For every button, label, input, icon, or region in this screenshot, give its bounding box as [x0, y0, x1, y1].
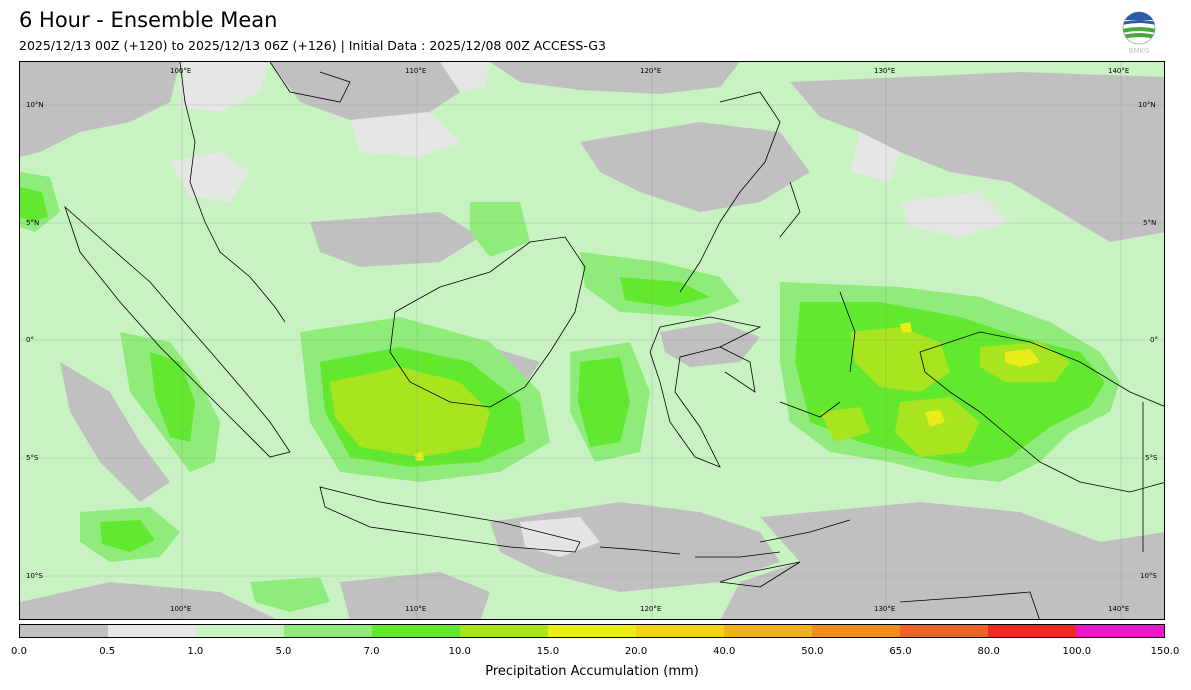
lon-label-140e-bottom: 140°E [1108, 605, 1130, 613]
lon-label-100e-bottom: 100°E [170, 605, 192, 613]
colorbar-segment [108, 625, 196, 637]
colorbar-tick-label: 10.0 [448, 646, 471, 657]
colorbar-segment [636, 625, 724, 637]
lat-label-5n-right: 5°N [1143, 219, 1157, 227]
colorbar-label: Precipitation Accumulation (mm) [485, 664, 699, 679]
colorbar-segment [460, 625, 548, 637]
colorbar-tick-label: 7.0 [363, 646, 380, 657]
precip-10-15-areas [330, 327, 1070, 457]
lat-label-10n-left: 10°N [26, 101, 44, 109]
colorbar-tick-label: 40.0 [713, 646, 736, 657]
lat-label-0-right: 0° [1150, 336, 1158, 344]
colorbar-tick-label: 100.0 [1062, 646, 1092, 657]
colorbar-tick-label: 1.0 [187, 646, 204, 657]
svg-text:BMKG: BMKG [1129, 47, 1150, 55]
colorbar-segment [372, 625, 460, 637]
lat-label-0-left: 0° [26, 336, 34, 344]
lon-label-140e-top: 140°E [1108, 67, 1130, 75]
lon-label-130e-top: 130°E [874, 67, 896, 75]
lat-label-5n-left: 5°N [26, 219, 40, 227]
lon-label-110e-top: 110°E [405, 67, 427, 75]
colorbar-tick-label: 20.0 [624, 646, 648, 657]
page-title: 6 Hour - Ensemble Mean [19, 8, 278, 32]
coastlines [64, 62, 1164, 619]
map-canvas [20, 62, 1164, 619]
colorbar-tick-label: 15.0 [536, 646, 560, 657]
colorbar-tick-label: 65.0 [889, 646, 912, 657]
colorbar-tick-label: 150.0 [1150, 646, 1180, 657]
precip-colorbar [19, 624, 1165, 638]
colorbar-segment [812, 625, 900, 637]
colorbar-tick-label: 50.0 [801, 646, 824, 657]
graticule [20, 62, 1164, 619]
colorbar-segment [284, 625, 372, 637]
precipitation-map: 100°E 110°E 120°E 130°E 140°E 100°E 110°… [19, 61, 1165, 620]
precip-0.5-1-areas [170, 62, 1010, 557]
lat-label-10n-right: 10°N [1138, 101, 1156, 109]
lat-label-10s-right: 10°S [1140, 572, 1157, 580]
colorbar-segment [548, 625, 636, 637]
precip-15-20-areas [415, 322, 1040, 461]
lon-label-100e-top: 100°E [170, 67, 192, 75]
lon-label-120e-bottom: 120°E [640, 605, 662, 613]
colorbar-segment [20, 625, 108, 637]
colorbar-tick-label: 0.0 [11, 646, 27, 657]
colorbar-tick-label: 5.0 [275, 646, 292, 657]
colorbar-segment [1076, 625, 1164, 637]
map-subtitle: 2025/12/13 00Z (+120) to 2025/12/13 06Z … [19, 38, 606, 53]
lat-label-5s-right: 5°S [1145, 454, 1158, 462]
lat-label-10s-left: 10°S [26, 572, 43, 580]
lon-label-120e-top: 120°E [640, 67, 662, 75]
colorbar-segment [900, 625, 988, 637]
lon-label-110e-bottom: 110°E [405, 605, 427, 613]
colorbar-segment [724, 625, 812, 637]
colorbar-tick-label: 0.5 [99, 646, 116, 657]
lat-label-5s-left: 5°S [26, 454, 39, 462]
colorbar-segment [988, 625, 1076, 637]
bmkg-logo: BMKG [1120, 10, 1158, 56]
colorbar-tick-label: 80.0 [977, 646, 1000, 657]
lon-label-130e-bottom: 130°E [874, 605, 896, 613]
colorbar-segment [196, 625, 284, 637]
